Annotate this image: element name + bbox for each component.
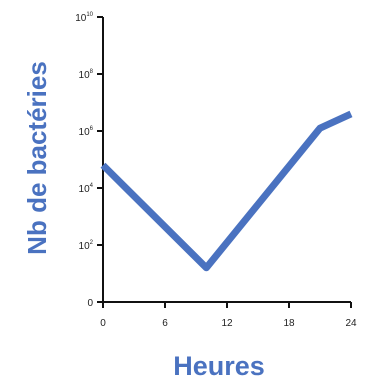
y-tick-label: 108 [79,69,94,81]
y-tick-label: 104 [79,183,94,195]
y-tick-label: 0 [87,298,93,309]
x-tick-label: 24 [345,318,357,329]
y-axis-title: Nb de bactéries [22,61,52,255]
y-tick-label: 1010 [75,12,93,24]
x-tick-label: 18 [283,318,295,329]
x-axis-title: Heures [173,351,265,381]
y-tick-label: 102 [79,240,94,252]
y-tick-label: 106 [79,126,94,138]
y-ticks: 0 102 104 106 108 1010 [75,12,103,309]
x-tick-label: 6 [162,318,168,329]
x-tick-label: 0 [100,318,106,329]
axes [102,17,351,303]
series-line [100,110,353,272]
series-layer [100,110,353,272]
x-tick-label: 12 [221,318,233,329]
x-ticks: 0 6 12 18 24 [100,302,357,329]
